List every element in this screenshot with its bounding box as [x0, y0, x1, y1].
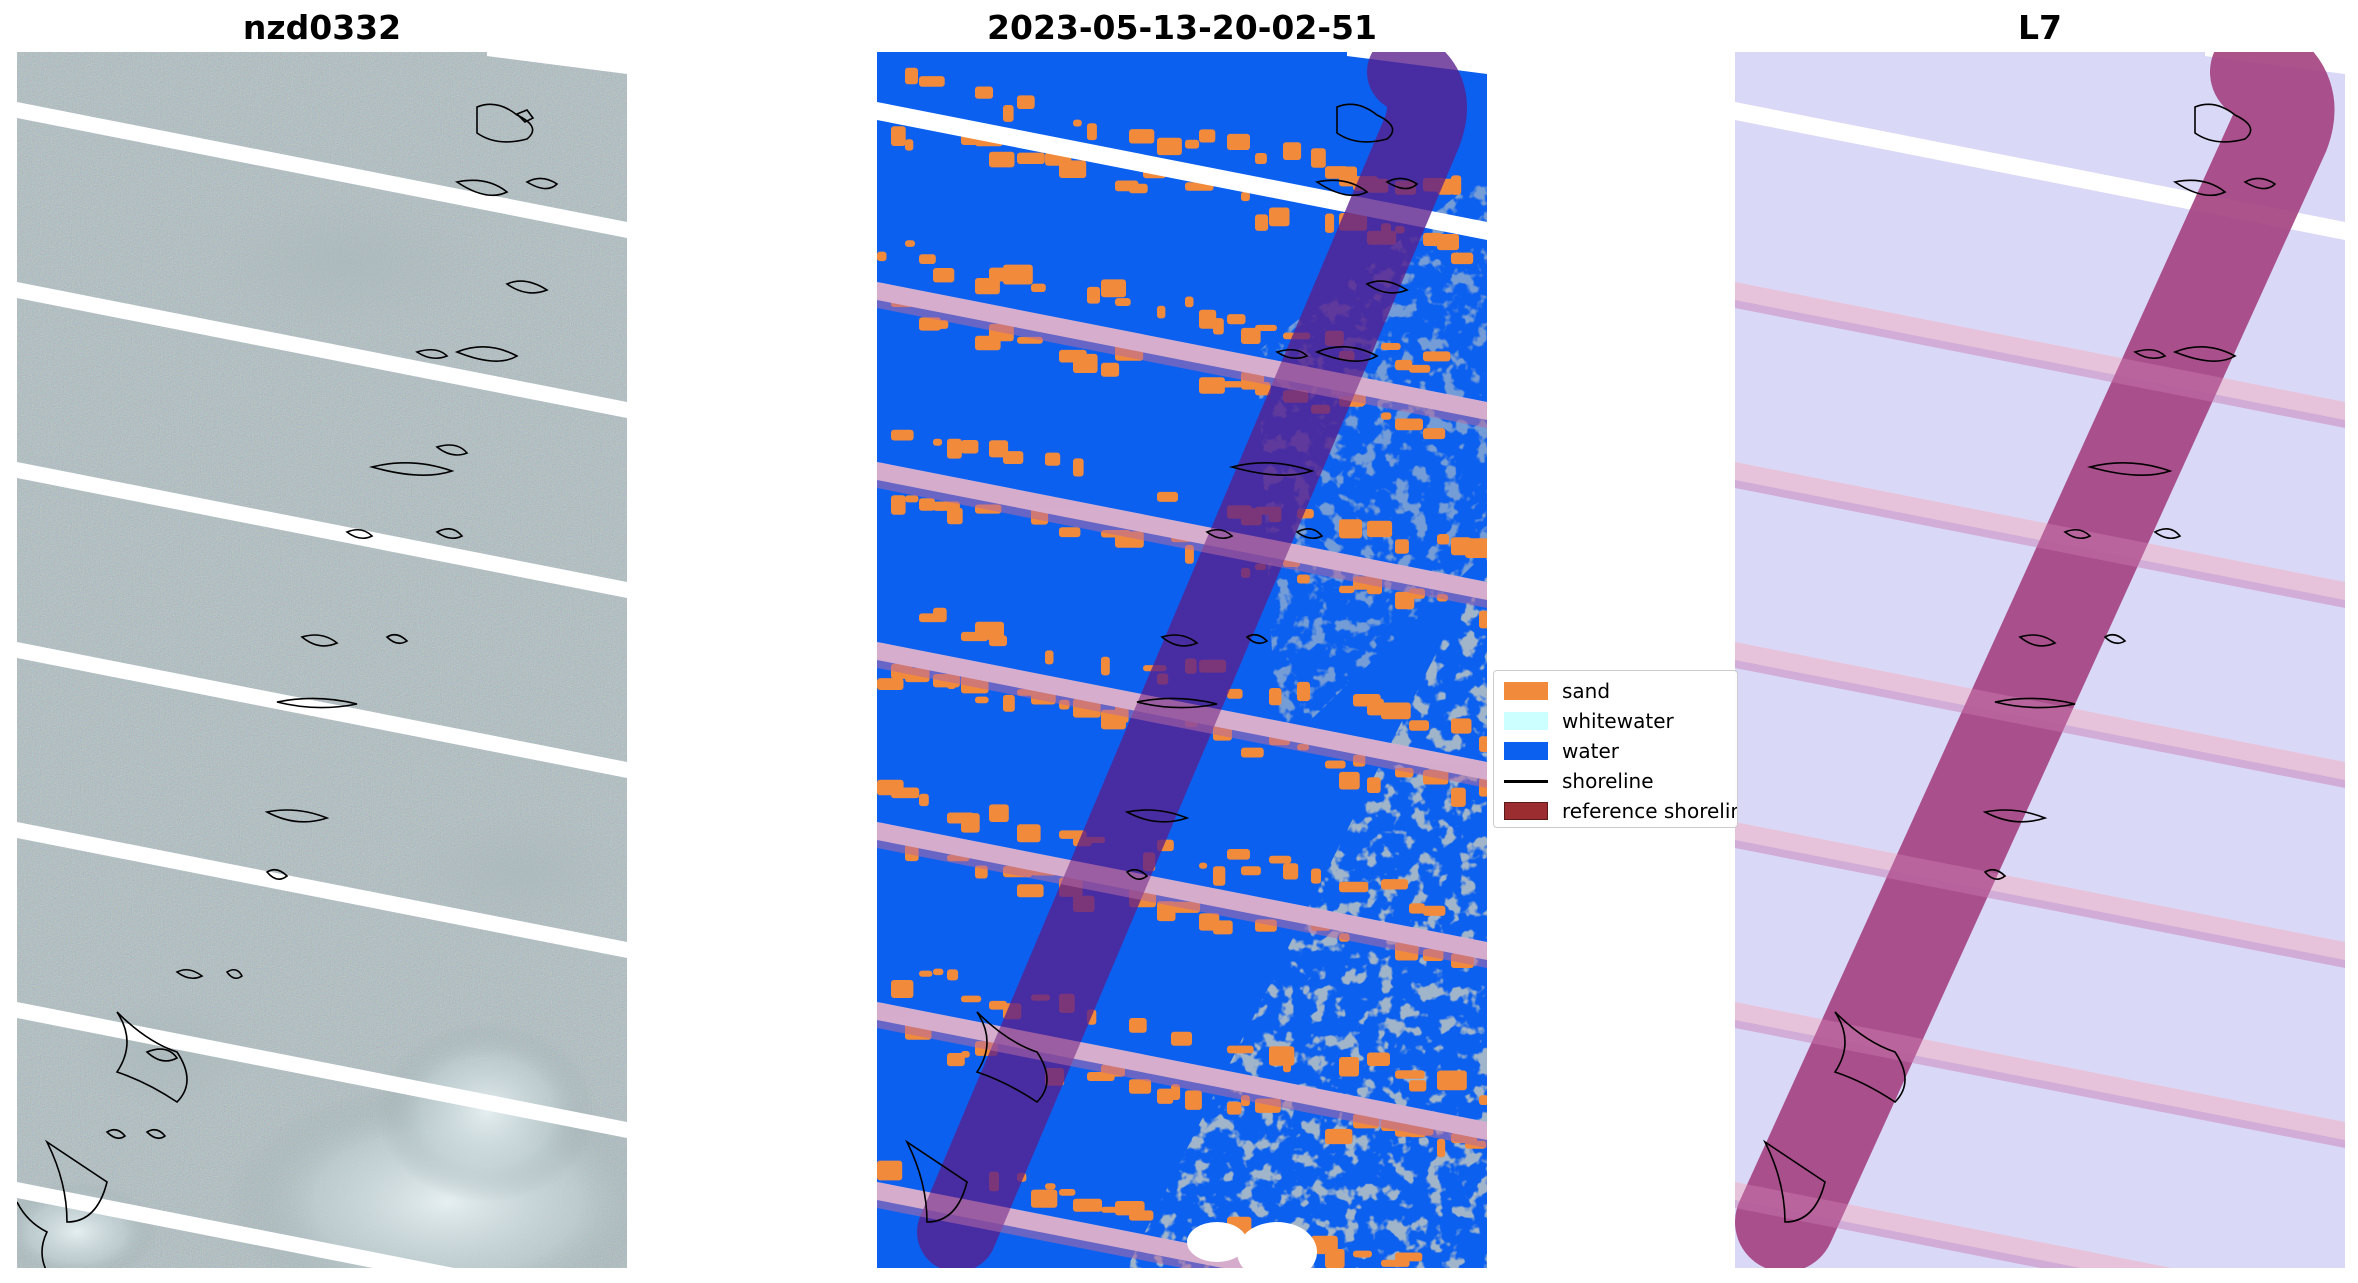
index-image-panel [1735, 52, 2345, 1268]
water-swatch [1504, 742, 1548, 760]
panel-title-rgb: nzd0332 [242, 8, 402, 47]
legend-label: water [1562, 739, 1619, 763]
legend-label: reference shoreline buffer [1562, 799, 1737, 823]
sand-swatch [1504, 682, 1548, 700]
legend: sand whitewater water shoreline referenc… [1493, 670, 1738, 828]
classified-image-panel [877, 52, 1487, 1268]
legend-label: sand [1562, 679, 1611, 703]
legend-item-reference-shoreline: reference shoreline buffer [1494, 796, 1737, 826]
index-image [1735, 52, 2345, 1268]
rgb-image-panel [17, 52, 627, 1268]
legend-item-whitewater: whitewater [1494, 706, 1737, 736]
panel-title-satellite: L7 [2018, 8, 2062, 47]
legend-item-water: water [1494, 736, 1737, 766]
legend-label: whitewater [1562, 709, 1674, 733]
panel-title-date: 2023-05-13-20-02-51 [987, 8, 1377, 47]
shoreline-line-swatch [1504, 772, 1548, 790]
reference-shoreline-swatch [1504, 802, 1548, 820]
legend-item-sand: sand [1494, 676, 1737, 706]
legend-item-shoreline: shoreline [1494, 766, 1737, 796]
classified-image [877, 52, 1487, 1268]
whitewater-swatch [1504, 712, 1548, 730]
rgb-image [17, 52, 627, 1268]
legend-label: shoreline [1562, 769, 1654, 793]
